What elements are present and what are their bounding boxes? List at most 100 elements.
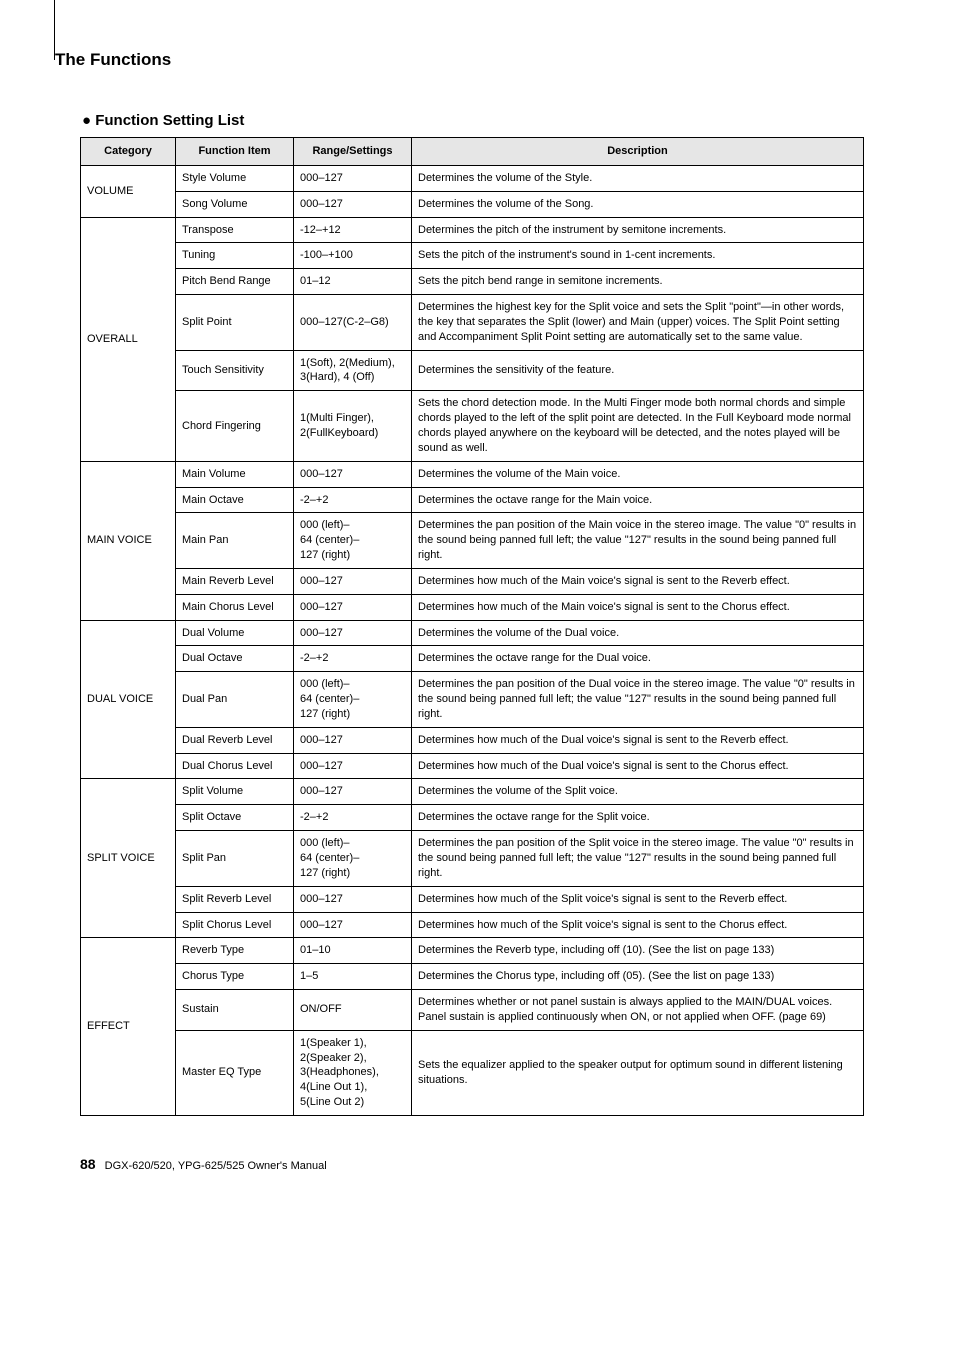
range-cell: 000–127 — [294, 779, 412, 805]
desc-cell: Sets the equalizer applied to the speake… — [412, 1030, 864, 1115]
item-cell: Dual Pan — [176, 672, 294, 728]
desc-cell: Determines the octave range for the Main… — [412, 487, 864, 513]
table-row: Master EQ Type1(Speaker 1), 2(Speaker 2)… — [81, 1030, 864, 1115]
desc-cell: Determines the volume of the Dual voice. — [412, 620, 864, 646]
item-cell: Dual Octave — [176, 646, 294, 672]
range-cell: 000–127 — [294, 912, 412, 938]
item-cell: Dual Volume — [176, 620, 294, 646]
item-cell: Split Point — [176, 295, 294, 351]
range-cell: 000–127 — [294, 727, 412, 753]
range-cell: 1(Soft), 2(Medium), 3(Hard), 4 (Off) — [294, 350, 412, 391]
table-row: SPLIT VOICESplit Volume000–127Determines… — [81, 779, 864, 805]
table-row: Main Pan000 (left)– 64 (center)– 127 (ri… — [81, 513, 864, 569]
table-row: Main Reverb Level000–127Determines how m… — [81, 568, 864, 594]
item-cell: Sustain — [176, 990, 294, 1031]
range-cell: ON/OFF — [294, 990, 412, 1031]
range-cell: 000–127(C-2–G8) — [294, 295, 412, 351]
desc-cell: Determines the pitch of the instrument b… — [412, 217, 864, 243]
item-cell: Split Pan — [176, 831, 294, 887]
table-row: Pitch Bend Range01–12Sets the pitch bend… — [81, 269, 864, 295]
table-row: DUAL VOICEDual Volume000–127Determines t… — [81, 620, 864, 646]
table-row: Split Point000–127(C-2–G8)Determines the… — [81, 295, 864, 351]
range-cell: 000 (left)– 64 (center)– 127 (right) — [294, 672, 412, 728]
item-cell: Dual Reverb Level — [176, 727, 294, 753]
item-cell: Chord Fingering — [176, 391, 294, 461]
table-row: VOLUMEStyle Volume000–127Determines the … — [81, 165, 864, 191]
table-row: EFFECTReverb Type01–10Determines the Rev… — [81, 938, 864, 964]
category-cell: SPLIT VOICE — [81, 779, 176, 938]
range-cell: 1(Speaker 1), 2(Speaker 2), 3(Headphones… — [294, 1030, 412, 1115]
table-row: Split Octave-2–+2Determines the octave r… — [81, 805, 864, 831]
category-cell: MAIN VOICE — [81, 461, 176, 620]
item-cell: Split Octave — [176, 805, 294, 831]
table-row: Dual Chorus Level000–127Determines how m… — [81, 753, 864, 779]
table-row: SustainON/OFFDetermines whether or not p… — [81, 990, 864, 1031]
range-cell: 000 (left)– 64 (center)– 127 (right) — [294, 831, 412, 887]
item-cell: Master EQ Type — [176, 1030, 294, 1115]
desc-cell: Determines how much of the Dual voice's … — [412, 753, 864, 779]
desc-cell: Determines the pan position of the Main … — [412, 513, 864, 569]
range-cell: 01–10 — [294, 938, 412, 964]
range-cell: 1(Multi Finger), 2(FullKeyboard) — [294, 391, 412, 461]
desc-cell: Determines how much of the Dual voice's … — [412, 727, 864, 753]
item-cell: Song Volume — [176, 191, 294, 217]
header-range: Range/Settings — [294, 138, 412, 166]
range-cell: -100–+100 — [294, 243, 412, 269]
category-cell: EFFECT — [81, 938, 176, 1116]
category-cell: OVERALL — [81, 217, 176, 461]
range-cell: 000–127 — [294, 568, 412, 594]
header-category: Category — [81, 138, 176, 166]
table-row: Chorus Type1–5Determines the Chorus type… — [81, 964, 864, 990]
range-cell: 000–127 — [294, 886, 412, 912]
desc-cell: Determines how much of the Main voice's … — [412, 568, 864, 594]
header-item: Function Item — [176, 138, 294, 166]
range-cell: 000–127 — [294, 620, 412, 646]
page-number: 88 — [80, 1156, 96, 1172]
item-cell: Main Pan — [176, 513, 294, 569]
desc-cell: Determines whether or not panel sustain … — [412, 990, 864, 1031]
desc-cell: Sets the pitch bend range in semitone in… — [412, 269, 864, 295]
range-cell: 000–127 — [294, 461, 412, 487]
section-title: The Functions — [55, 50, 864, 70]
desc-cell: Determines the volume of the Style. — [412, 165, 864, 191]
range-cell: 000–127 — [294, 165, 412, 191]
item-cell: Style Volume — [176, 165, 294, 191]
range-cell: -2–+2 — [294, 487, 412, 513]
desc-cell: Determines how much of the Split voice's… — [412, 912, 864, 938]
item-cell: Main Volume — [176, 461, 294, 487]
desc-cell: Determines the pan position of the Split… — [412, 831, 864, 887]
item-cell: Main Reverb Level — [176, 568, 294, 594]
desc-cell: Determines the volume of the Main voice. — [412, 461, 864, 487]
desc-cell: Determines the pan position of the Dual … — [412, 672, 864, 728]
range-cell: -2–+2 — [294, 646, 412, 672]
page-footer: 88 DGX-620/520, YPG-625/525 Owner's Manu… — [80, 1156, 864, 1172]
table-row: Touch Sensitivity1(Soft), 2(Medium), 3(H… — [81, 350, 864, 391]
item-cell: Chorus Type — [176, 964, 294, 990]
range-cell: 000 (left)– 64 (center)– 127 (right) — [294, 513, 412, 569]
desc-cell: Determines how much of the Split voice's… — [412, 886, 864, 912]
range-cell: 000–127 — [294, 753, 412, 779]
desc-cell: Determines the sensitivity of the featur… — [412, 350, 864, 391]
desc-cell: Determines the octave range for the Dual… — [412, 646, 864, 672]
desc-cell: Sets the chord detection mode. In the Mu… — [412, 391, 864, 461]
table-header-row: Category Function Item Range/Settings De… — [81, 138, 864, 166]
range-cell: -2–+2 — [294, 805, 412, 831]
table-row: Main Chorus Level000–127Determines how m… — [81, 594, 864, 620]
table-row: Dual Octave-2–+2Determines the octave ra… — [81, 646, 864, 672]
item-cell: Pitch Bend Range — [176, 269, 294, 295]
category-cell: VOLUME — [81, 165, 176, 217]
header-desc: Description — [412, 138, 864, 166]
footer-text: DGX-620/520, YPG-625/525 Owner's Manual — [105, 1160, 327, 1172]
range-cell: 000–127 — [294, 594, 412, 620]
item-cell: Split Chorus Level — [176, 912, 294, 938]
table-row: OVERALLTranspose-12–+12Determines the pi… — [81, 217, 864, 243]
table-row: Split Chorus Level000–127Determines how … — [81, 912, 864, 938]
range-cell: 000–127 — [294, 191, 412, 217]
item-cell: Main Chorus Level — [176, 594, 294, 620]
item-cell: Split Volume — [176, 779, 294, 805]
item-cell: Touch Sensitivity — [176, 350, 294, 391]
desc-cell: Determines the volume of the Split voice… — [412, 779, 864, 805]
desc-cell: Determines the Chorus type, including of… — [412, 964, 864, 990]
desc-cell: Determines the Reverb type, including of… — [412, 938, 864, 964]
list-heading: ● Function Setting List — [82, 112, 864, 129]
